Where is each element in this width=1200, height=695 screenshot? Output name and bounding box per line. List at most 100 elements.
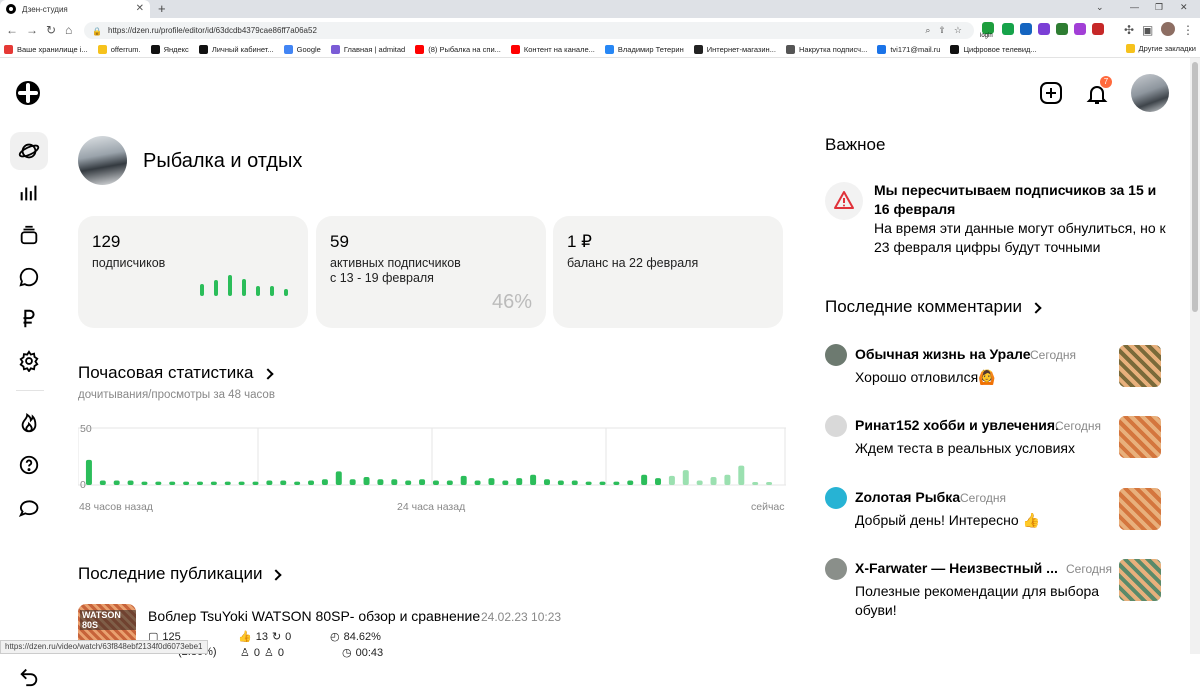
commenter-name[interactable]: X-Farwater — Неизвестный ... [855,560,1058,576]
comment-post-thumbnail[interactable] [1119,345,1161,387]
create-button[interactable] [1039,81,1063,105]
chevron-down-icon[interactable]: ⌄ [1096,2,1104,12]
nav-trending-icon[interactable] [10,404,48,442]
bookmark-item[interactable]: Владимир Тетерин [604,45,684,54]
bookmark-item[interactable]: Яндекс [150,45,189,54]
chart-bar[interactable] [363,477,370,485]
chart-bar[interactable] [405,480,412,485]
bookmark-item[interactable]: Главная | admitad [330,45,405,54]
comment-post-thumbnail[interactable] [1119,416,1161,458]
puzzle-icon[interactable]: ✣ [1124,23,1135,37]
chart-bar[interactable] [446,480,453,485]
chart-bar[interactable] [599,481,606,485]
nav-money-icon[interactable] [10,300,48,338]
chart-bar[interactable] [252,481,259,485]
profile-avatar[interactable] [1161,22,1175,36]
comments-link[interactable]: Последние комментарии [825,297,1042,317]
chart-bar[interactable] [391,479,398,485]
extension-login-icon[interactable] [982,22,994,34]
chart-bar[interactable] [224,481,231,485]
chart-bar[interactable] [488,478,495,485]
dzen-logo-icon[interactable] [16,81,40,105]
chart-bar[interactable] [169,481,176,485]
home-icon[interactable]: ⌂ [65,23,73,37]
commenter-avatar[interactable] [825,487,847,509]
chart-bar[interactable] [432,480,439,485]
chart-bar[interactable] [321,479,328,485]
chart-bar[interactable] [627,480,634,485]
chart-bar[interactable] [266,480,273,485]
chart-bar[interactable] [752,482,759,485]
chart-bar[interactable] [183,481,190,485]
sidebar-icon[interactable]: ▣ [1142,23,1154,37]
scrollbar-thumb[interactable] [1192,62,1198,312]
chart-bar[interactable] [349,479,356,485]
active-subscribers-card[interactable]: 59 активных подписчиков с 13 - 19 феврал… [316,216,546,328]
chart-bar[interactable] [474,480,481,485]
url-input[interactable]: 🔒 https://dzen.ru/profile/editor/id/63dc… [84,22,974,39]
chart-bar[interactable] [280,480,287,485]
chart-bar[interactable] [99,480,106,485]
publication-title[interactable]: Воблер TsuYoki WATSON 80SP- обзор и срав… [148,608,481,624]
publications-link[interactable]: Последние публикации [78,564,283,584]
chart-bar[interactable] [335,471,342,485]
commenter-name[interactable]: Обычная жизнь на Урале [855,346,1031,362]
nav-publications-icon[interactable] [10,216,48,254]
nav-home-icon[interactable] [10,132,48,170]
forward-icon[interactable]: → [26,23,38,37]
chart-bar[interactable] [738,465,745,485]
chart-bar[interactable] [308,480,315,485]
chart-bar[interactable] [696,480,703,485]
bookmark-item[interactable]: Ваше хранилище i... [4,45,88,54]
comment-post-thumbnail[interactable] [1119,559,1161,601]
chart-bar[interactable] [724,474,731,485]
comment-post-thumbnail[interactable] [1119,488,1161,530]
bookmark-item[interactable]: (8) Рыбалка на спи... [415,45,501,54]
chart-bar[interactable] [377,479,384,485]
chart-bar[interactable] [766,482,773,485]
tab-close-icon[interactable]: ✕ [135,3,144,14]
extension-icon[interactable] [1002,23,1014,35]
chart-bar[interactable] [155,481,162,485]
extension-icon[interactable] [1020,23,1032,35]
chart-bar[interactable] [585,481,592,485]
chart-bar[interactable] [419,479,426,485]
chart-bar[interactable] [530,474,537,485]
commenter-name[interactable]: Zолотая Рыбка [855,489,961,505]
chart-bar[interactable] [210,481,217,485]
nav-comments-icon[interactable] [10,258,48,296]
chart-bar[interactable] [502,480,509,485]
bookmark-item[interactable]: Личный кабинет... [198,45,274,54]
hourly-stats-link[interactable]: Почасовая статистика [78,363,274,383]
chart-bar[interactable] [668,475,675,485]
chart-bar[interactable] [710,477,717,485]
chart-bar[interactable] [141,481,148,485]
extension-icon[interactable] [1056,23,1068,35]
back-icon[interactable]: ← [6,23,18,37]
commenter-name[interactable]: Ринат152 хобби и увлечения. [855,417,1059,433]
nav-settings-icon[interactable] [10,342,48,380]
menu-icon[interactable]: ⋮ [1182,23,1194,37]
commenter-avatar[interactable] [825,415,847,437]
window-close-icon[interactable]: ✕ [1180,2,1188,12]
commenter-avatar[interactable] [825,558,847,580]
subscribers-card[interactable]: 129 подписчиков [78,216,308,328]
extension-icon[interactable] [1038,23,1050,35]
new-tab-button[interactable]: + [158,1,166,16]
commenter-avatar[interactable] [825,344,847,366]
extension-icon[interactable] [1074,23,1086,35]
chart-bar[interactable] [460,475,467,485]
chart-bar[interactable] [127,480,134,485]
user-avatar[interactable] [1131,74,1169,112]
chart-bar[interactable] [85,459,92,485]
bookmark-item[interactable]: Контент на канале... [510,45,595,54]
balance-card[interactable]: 1 ₽ баланс на 22 февраля [553,216,783,328]
star-icon[interactable]: ☆ [953,25,962,35]
nav-stats-icon[interactable] [10,174,48,212]
nav-exit-icon[interactable] [10,657,48,695]
chart-bar[interactable] [238,481,245,485]
minimize-icon[interactable]: — [1130,2,1139,12]
nav-help-icon[interactable] [10,446,48,484]
chart-bar[interactable] [294,481,301,485]
chart-bar[interactable] [641,474,648,485]
